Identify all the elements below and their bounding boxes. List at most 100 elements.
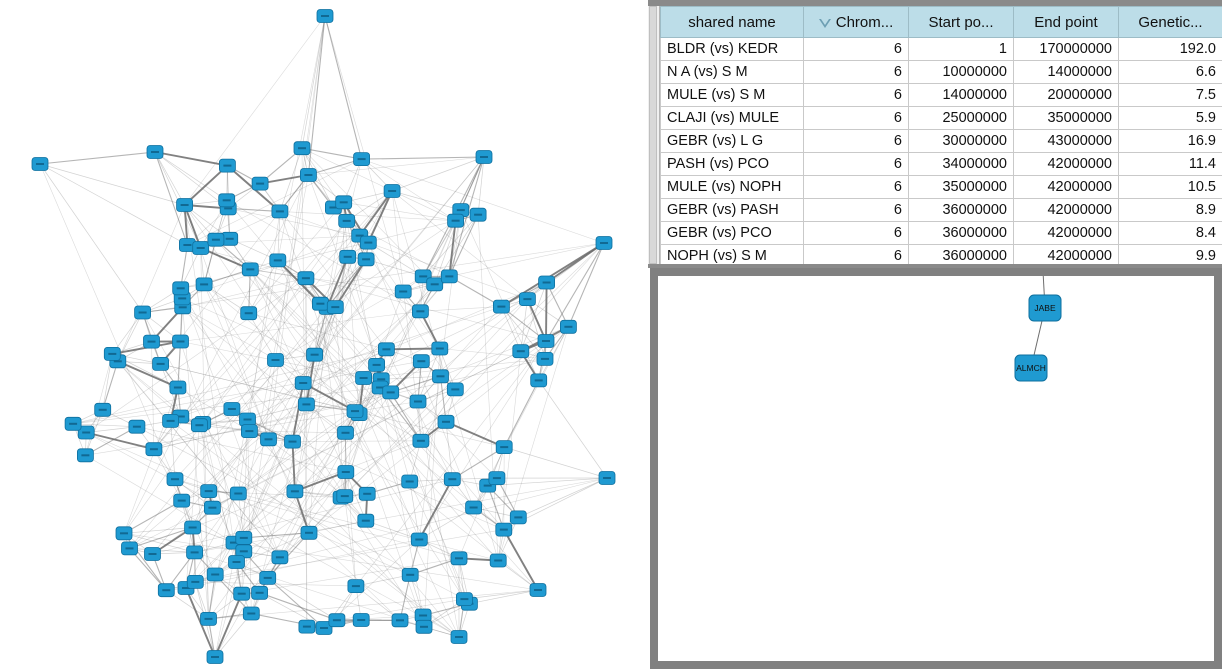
cell-end_point[interactable]: 20000000 — [1013, 83, 1119, 107]
main-network-node[interactable] — [347, 579, 365, 593]
main-network-node[interactable] — [598, 471, 616, 485]
main-network-node[interactable] — [146, 145, 164, 159]
cell-end_point[interactable]: 43000000 — [1013, 129, 1119, 153]
main-network-node[interactable] — [284, 434, 301, 449]
main-network-node[interactable] — [401, 474, 419, 489]
main-network-node[interactable] — [337, 465, 355, 479]
table-row[interactable]: MULE (vs) NOPH 6 35000000 42000000 10.5 — [660, 175, 1222, 199]
main-network-node[interactable] — [271, 204, 289, 219]
main-network-node[interactable] — [241, 262, 259, 277]
column-header-shared-name[interactable]: shared name — [660, 6, 804, 38]
main-network-node[interactable] — [443, 472, 461, 487]
cell-end_point[interactable]: 42000000 — [1013, 198, 1119, 222]
main-network-node[interactable] — [401, 567, 419, 582]
main-network-node[interactable] — [269, 253, 287, 268]
cell-end_point[interactable]: 35000000 — [1013, 106, 1119, 130]
table-row[interactable]: GEBR (vs) L G 6 30000000 43000000 16.9 — [660, 129, 1222, 153]
main-network-node[interactable] — [77, 425, 95, 440]
subnetwork-canvas[interactable]: CLAJIMULENOPHSABEJOAKS MN AMIWEMADRBLDRK… — [658, 276, 1214, 661]
cell-shared_name[interactable]: CLAJI (vs) MULE — [660, 106, 804, 130]
main-network-node[interactable] — [315, 621, 333, 635]
main-network-node[interactable] — [529, 583, 547, 597]
cell-end_point[interactable]: 170000000 — [1013, 37, 1119, 61]
main-network-node[interactable] — [221, 231, 239, 246]
cell-genetic[interactable]: 8.9 — [1118, 198, 1222, 222]
main-network-node[interactable] — [240, 306, 258, 321]
cell-chromosome[interactable]: 6 — [803, 152, 909, 176]
main-network-node[interactable] — [394, 284, 412, 299]
column-header-genetic[interactable]: Genetic... — [1118, 6, 1222, 38]
main-network-node[interactable] — [260, 432, 277, 447]
main-network-node[interactable] — [440, 269, 458, 284]
main-network-node[interactable] — [251, 176, 269, 191]
node-shape[interactable] — [1028, 294, 1062, 322]
main-network-node[interactable] — [145, 442, 163, 457]
main-network-node[interactable] — [233, 586, 251, 601]
main-network-node[interactable] — [293, 141, 311, 156]
cell-chromosome[interactable]: 6 — [803, 198, 909, 222]
main-network-node[interactable] — [488, 471, 506, 486]
main-network-node[interactable] — [357, 252, 375, 267]
table-row[interactable]: GEBR (vs) PCO 6 36000000 42000000 8.4 — [660, 221, 1222, 245]
main-network-node[interactable] — [412, 433, 430, 448]
main-network-node[interactable] — [298, 619, 316, 634]
main-network-node[interactable] — [251, 585, 269, 600]
main-network-node[interactable] — [519, 292, 536, 307]
main-network-node[interactable] — [228, 555, 245, 569]
main-network-node[interactable] — [358, 486, 376, 501]
main-network-node[interactable] — [311, 296, 329, 311]
cell-end_point[interactable]: 42000000 — [1013, 175, 1119, 199]
main-network-node[interactable] — [412, 354, 430, 369]
table-row[interactable]: NOPH (vs) S M 6 36000000 42000000 9.9 — [660, 244, 1222, 268]
main-network-node[interactable] — [383, 184, 401, 198]
main-network-node[interactable] — [121, 541, 138, 556]
cell-start_point[interactable]: 25000000 — [908, 106, 1014, 130]
main-network-nodes[interactable] — [31, 9, 616, 664]
cell-shared_name[interactable]: PASH (vs) PCO — [660, 152, 804, 176]
main-network-node[interactable] — [297, 271, 315, 286]
main-network-node[interactable] — [259, 571, 277, 585]
main-network-node[interactable] — [353, 152, 371, 167]
cell-shared_name[interactable]: MULE (vs) NOPH — [660, 175, 804, 199]
subnetwork-graph[interactable]: CLAJIMULENOPHSABEJOAKS MN AMIWEMADRBLDRK… — [658, 276, 1214, 661]
cell-genetic[interactable]: 16.9 — [1118, 129, 1222, 153]
main-network-node[interactable] — [271, 550, 289, 565]
cell-chromosome[interactable]: 6 — [803, 175, 909, 199]
main-network-node[interactable] — [336, 489, 354, 504]
main-network-node[interactable] — [218, 158, 236, 173]
main-network-node[interactable] — [184, 520, 202, 535]
main-network-node[interactable] — [294, 376, 312, 390]
main-network-node[interactable] — [297, 397, 315, 412]
main-network-node[interactable] — [186, 545, 204, 560]
cell-chromosome[interactable]: 6 — [803, 129, 909, 153]
main-network-node[interactable] — [437, 414, 455, 429]
main-network-panel[interactable] — [0, 0, 648, 669]
cell-end_point[interactable]: 42000000 — [1013, 221, 1119, 245]
cell-genetic[interactable]: 6.6 — [1118, 60, 1222, 84]
main-network-node[interactable] — [538, 275, 555, 290]
cell-shared_name[interactable]: GEBR (vs) PCO — [660, 221, 804, 245]
main-network-node[interactable] — [186, 575, 204, 589]
scrollbar-thumb[interactable] — [649, 6, 657, 264]
main-network-node[interactable] — [492, 299, 510, 314]
main-network-node[interactable] — [475, 150, 493, 164]
main-network-node[interactable] — [240, 424, 258, 439]
edge-attribute-table[interactable]: shared name Chrom... Start po... End poi… — [660, 6, 1222, 268]
table-body[interactable]: BLDR (vs) KEDR 6 1 170000000 192.0 N A (vs) S… — [660, 37, 1222, 268]
main-network-node[interactable] — [432, 369, 449, 384]
main-network-node[interactable] — [326, 300, 344, 315]
main-network-node[interactable] — [530, 373, 548, 388]
main-network-node[interactable] — [431, 341, 449, 356]
main-network-node[interactable] — [447, 213, 465, 228]
cell-shared_name[interactable]: MULE (vs) S M — [660, 83, 804, 107]
main-network-node[interactable] — [335, 195, 353, 210]
main-network-node[interactable] — [300, 525, 318, 540]
main-network-node[interactable] — [207, 232, 225, 247]
main-network-node[interactable] — [195, 277, 213, 292]
main-network-node[interactable] — [382, 385, 400, 400]
cell-start_point[interactable]: 10000000 — [908, 60, 1014, 84]
main-network-node[interactable] — [162, 413, 180, 428]
main-network-node[interactable] — [206, 650, 224, 664]
main-network-node[interactable] — [286, 484, 304, 499]
main-network-node[interactable] — [377, 342, 395, 357]
